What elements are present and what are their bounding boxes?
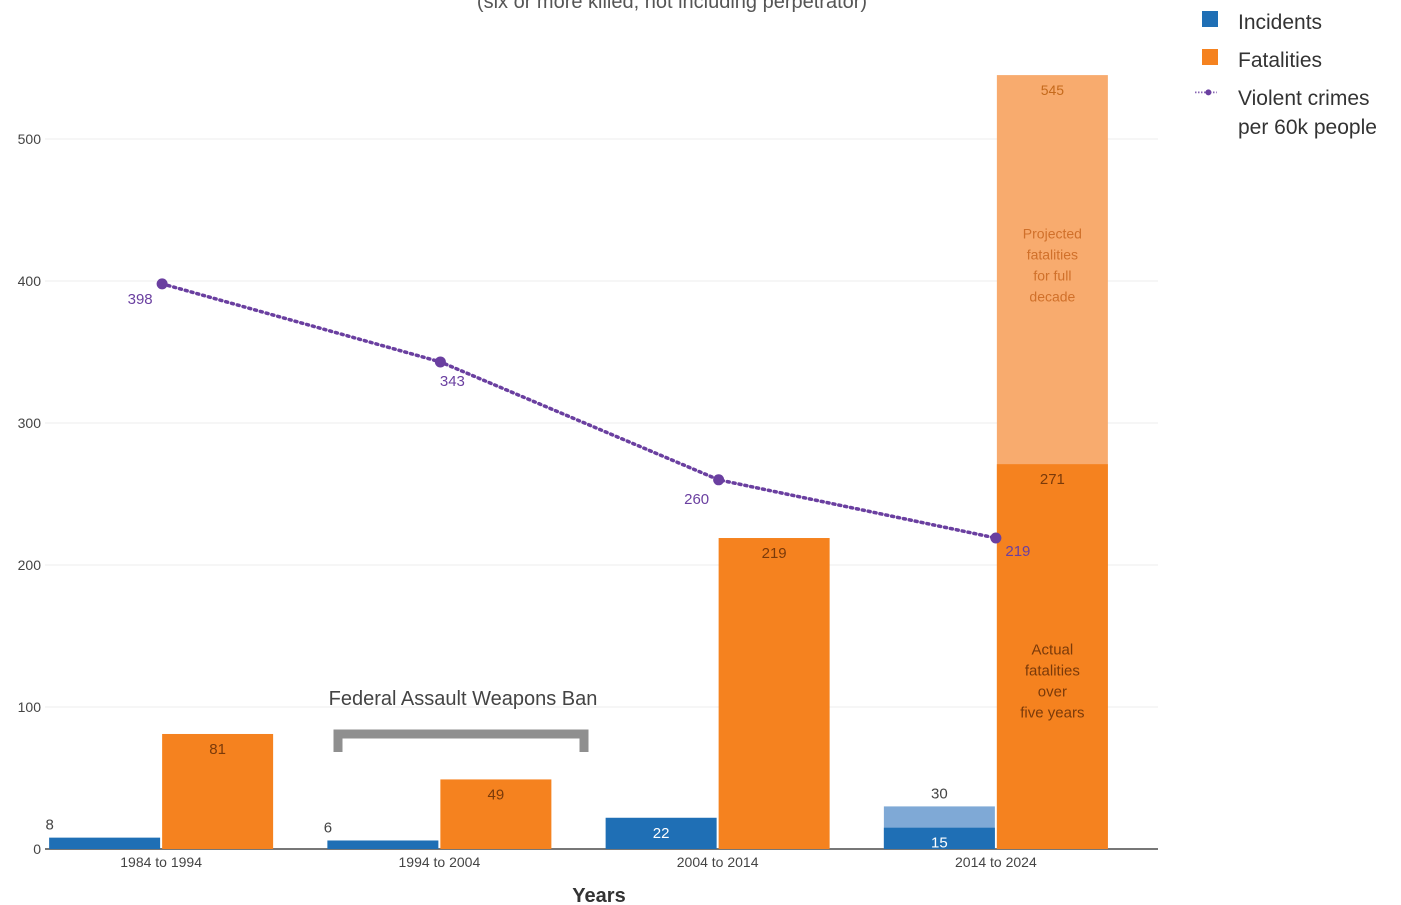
projected-note: Projected fatalities for full decade <box>1023 225 1082 304</box>
bar-incidents <box>49 837 161 849</box>
bar-incidents <box>883 827 995 849</box>
x-tick-label: 1994 to 2004 <box>399 854 481 870</box>
crime-point <box>434 356 446 368</box>
ban-annotation-label: Federal Assault Weapons Ban <box>329 688 598 710</box>
legend-swatch-fatalities <box>1202 49 1218 65</box>
bar-label-fatalities: 271 <box>1040 471 1065 488</box>
chart-subtitle: (six or more killed, not including perpe… <box>477 0 867 13</box>
x-tick-label: 2004 to 2014 <box>677 854 759 870</box>
bar-label-fatalities: 81 <box>209 741 226 758</box>
bar-incidents <box>327 840 439 849</box>
legend-item-incidents: Incidents <box>1186 8 1398 37</box>
bar-label-incidents: 22 <box>653 825 670 842</box>
legend-label-fatalities: Fatalities <box>1238 49 1323 72</box>
bars <box>49 75 1108 850</box>
bar-label-incidents-projected: 30 <box>931 785 948 802</box>
bar-fatalities <box>718 538 830 849</box>
legend-label-crime: Violent crimes per 60k people <box>1238 87 1377 139</box>
legend-swatch-crime <box>1195 89 1217 96</box>
legend-item-crime: Violent crimes per 60k people <box>1186 84 1398 142</box>
y-tick-label: 0 <box>33 841 41 857</box>
bar-fatalities <box>162 733 274 849</box>
x-tick-label: 2014 to 2024 <box>955 854 1037 870</box>
crime-point-label: 343 <box>440 373 465 390</box>
bar-incidents <box>605 817 717 849</box>
crime-point <box>713 474 725 486</box>
bar-label-incidents: 15 <box>931 835 948 852</box>
ban-annotation: Federal Assault Weapons Ban <box>329 688 598 752</box>
crime-point <box>990 532 1002 544</box>
y-tick-label: 100 <box>18 699 42 715</box>
bar-labels: 8 81 6 49 22 219 30 545 Projected fatalities for f… <box>45 82 1084 852</box>
y-tick-label: 400 <box>18 273 42 289</box>
y-tick-label: 300 <box>18 415 42 431</box>
crime-point <box>156 278 168 290</box>
legend-label-incidents: Incidents <box>1238 11 1323 34</box>
bar-fatalities <box>996 464 1108 849</box>
crime-line-path <box>160 282 998 540</box>
crime-point-label: 398 <box>128 291 153 308</box>
bar-label-fatalities: 49 <box>488 786 505 803</box>
legend: Incidents Fatalities Violent crimes per … <box>1186 8 1398 151</box>
legend-item-fatalities: Fatalities <box>1186 46 1398 75</box>
actual-note: Actual fatalities over five years <box>1020 641 1084 721</box>
crime-line: 398 343 260 219 <box>128 278 1030 560</box>
ban-bracket <box>333 729 589 752</box>
bar-fatalities <box>440 779 552 849</box>
x-axis: 1984 to 1994 1994 to 2004 2004 to 2014 2014… <box>120 854 1037 870</box>
legend-swatch-incidents <box>1202 11 1218 27</box>
crime-point-label: 260 <box>684 491 709 508</box>
gridlines <box>45 138 1158 708</box>
crime-point-label: 219 <box>1005 543 1030 560</box>
bar-label-fatalities-projected: 545 <box>1041 82 1065 98</box>
x-tick-label: 1984 to 1994 <box>120 854 202 870</box>
y-tick-label: 500 <box>18 131 42 147</box>
bar-label-incidents: 8 <box>45 817 53 834</box>
bar-label-fatalities: 219 <box>762 545 787 562</box>
y-tick-label: 200 <box>18 557 42 573</box>
bar-label-incidents: 6 <box>324 819 332 836</box>
x-axis-label: Years <box>572 885 625 905</box>
